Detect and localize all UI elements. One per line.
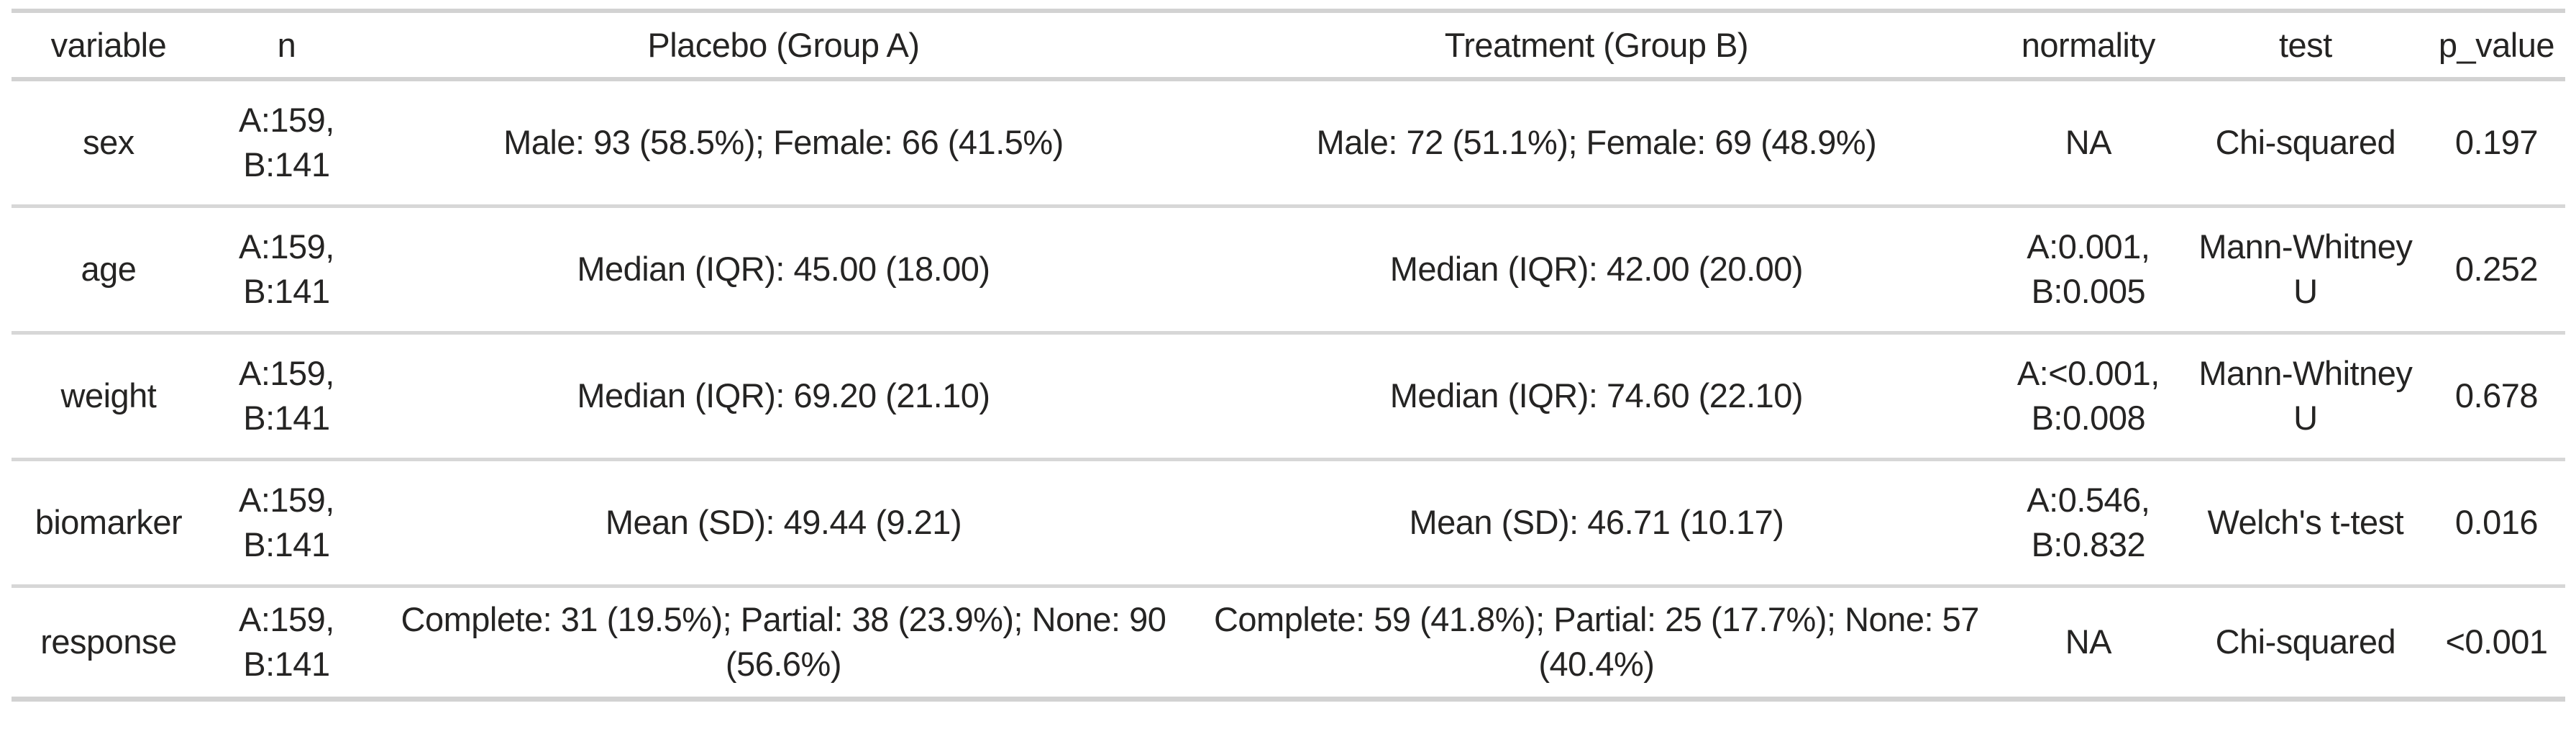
cell-n: A:159, B:141	[238, 354, 334, 437]
cell-variable: weight	[60, 376, 157, 414]
column-header-placebo: Placebo (Group A)	[647, 25, 920, 64]
cell-n: A:159, B:141	[238, 101, 334, 184]
table-row-response: response A:159, B:141 Complete: 31 (19.5…	[12, 586, 2565, 699]
cell-placebo: Mean (SD): 49.44 (9.21)	[605, 503, 962, 541]
cell-p-value: <0.001	[2445, 622, 2548, 661]
table-row-age: age A:159, B:141 Median (IQR): 45.00 (18…	[12, 206, 2565, 332]
cell-p-value: 0.678	[2454, 376, 2539, 414]
cell-test: Mann-Whitney U	[2198, 227, 2413, 310]
cell-treatment: Median (IQR): 42.00 (20.00)	[1389, 250, 1804, 288]
cell-placebo: Male: 93 (58.5%); Female: 66 (41.5%)	[503, 123, 1064, 162]
cell-test: Chi-squared	[2215, 622, 2396, 661]
header-row: variable n Placebo (Group A) Treatment (…	[12, 11, 2565, 79]
cell-normality: A:<0.001, B:0.008	[2017, 354, 2160, 437]
cell-treatment: Mean (SD): 46.71 (10.17)	[1409, 503, 1784, 541]
cell-placebo: Median (IQR): 45.00 (18.00)	[577, 250, 990, 288]
cell-treatment: Median (IQR): 74.60 (22.10)	[1389, 376, 1804, 414]
group-comparison-table: variable n Placebo (Group A) Treatment (…	[12, 9, 2565, 702]
cell-normality: NA	[2065, 622, 2112, 661]
cell-treatment: Complete: 59 (41.8%); Partial: 25 (17.7%…	[1213, 600, 1979, 683]
table-row-weight: weight A:159, B:141 Median (IQR): 69.20 …	[12, 332, 2565, 459]
cell-normality: A:0.546, B:0.832	[2027, 481, 2150, 563]
cell-placebo: Median (IQR): 69.20 (21.10)	[577, 376, 990, 414]
cell-normality: A:0.001, B:0.005	[2027, 227, 2150, 310]
column-header-test: test	[2278, 25, 2332, 64]
cell-variable: biomarker	[35, 503, 183, 541]
column-header-treatment: Treatment (Group B)	[1444, 25, 1749, 64]
cell-test: Chi-squared	[2215, 123, 2396, 162]
table-row-biomarker: biomarker A:159, B:141 Mean (SD): 49.44 …	[12, 459, 2565, 586]
cell-p-value: 0.252	[2454, 250, 2539, 288]
cell-n: A:159, B:141	[238, 600, 334, 683]
cell-variable: age	[81, 250, 137, 288]
table-row-sex: sex A:159, B:141 Male: 93 (58.5%); Femal…	[12, 79, 2565, 206]
cell-variable: sex	[83, 123, 134, 162]
cell-n: A:159, B:141	[238, 227, 334, 310]
cell-test: Mann-Whitney U	[2198, 354, 2413, 437]
column-header-variable: variable	[50, 25, 167, 64]
cell-n: A:159, B:141	[238, 481, 334, 563]
column-header-p-value: p_value	[2438, 25, 2555, 64]
column-header-normality: normality	[2021, 25, 2156, 64]
cell-test: Welch's t-test	[2207, 503, 2404, 541]
cell-normality: NA	[2065, 123, 2112, 162]
column-header-n: n	[277, 25, 296, 64]
cell-treatment: Male: 72 (51.1%); Female: 69 (48.9%)	[1316, 123, 1877, 162]
summary-table-container: variable n Placebo (Group A) Treatment (…	[12, 9, 2565, 702]
cell-placebo: Complete: 31 (19.5%); Partial: 38 (23.9%…	[401, 600, 1166, 683]
cell-variable: response	[40, 622, 177, 661]
cell-p-value: 0.197	[2454, 123, 2539, 162]
cell-p-value: 0.016	[2454, 503, 2539, 541]
